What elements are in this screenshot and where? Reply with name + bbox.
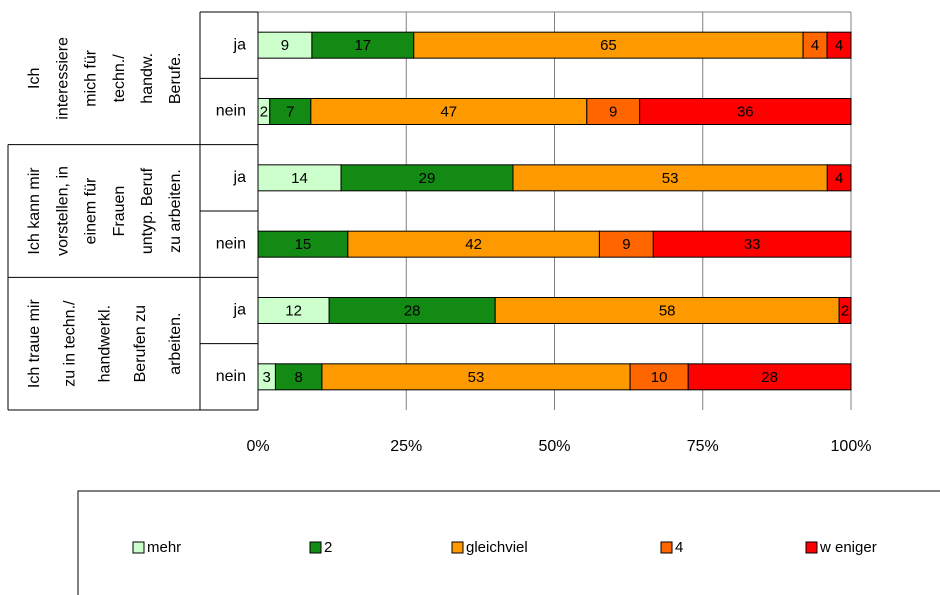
- bar-segment: [269, 98, 312, 125]
- bar-segment: [274, 363, 323, 391]
- bar-segment: [652, 230, 852, 258]
- data-label: 10: [651, 369, 668, 386]
- bar-segment: [629, 363, 689, 391]
- group-label: arbeiten.: [167, 313, 184, 375]
- data-label: 7: [286, 103, 294, 120]
- group-label: mich für: [83, 49, 100, 107]
- y-tick-label: nein: [216, 103, 246, 120]
- y-tick-label: nein: [216, 235, 246, 252]
- bar-segment: [257, 297, 330, 324]
- group-label: untyp. Beruf: [139, 167, 156, 254]
- group-label: Berufe.: [167, 53, 184, 105]
- data-label: 4: [811, 37, 819, 54]
- group-label: Ich traue mir: [26, 299, 43, 389]
- data-label: 9: [281, 37, 289, 54]
- data-label: 28: [761, 369, 778, 386]
- data-label: 29: [419, 170, 436, 187]
- bar-segment: [586, 98, 641, 125]
- bar-segment: [687, 363, 852, 391]
- legend-label: w eniger: [819, 539, 877, 556]
- data-label: 14: [291, 170, 308, 187]
- bar-segment: [321, 363, 631, 391]
- data-label: 4: [835, 37, 843, 54]
- legend-box: [77, 490, 940, 595]
- data-label: 53: [662, 170, 679, 187]
- group-label: zu in techn./: [61, 300, 78, 387]
- data-label: 28: [404, 302, 421, 319]
- data-label: 8: [295, 369, 303, 386]
- x-tick-label: 0%: [246, 438, 269, 455]
- bar-segment: [838, 297, 852, 324]
- group-label: vorstellen, in: [54, 166, 71, 256]
- data-label: 53: [468, 369, 485, 386]
- data-label: 65: [600, 37, 617, 54]
- bar-segment: [512, 164, 828, 192]
- y-tick-label: ja: [233, 302, 247, 319]
- group-label: einem für: [83, 177, 100, 244]
- data-label: 15: [295, 236, 312, 253]
- data-label: 9: [622, 236, 630, 253]
- x-tick-label: 50%: [538, 438, 570, 455]
- bar-segment: [257, 164, 342, 192]
- y-tick-label: nein: [216, 368, 246, 385]
- data-label: 4: [835, 170, 843, 187]
- data-label: 47: [440, 103, 457, 120]
- data-label: 2: [260, 103, 268, 120]
- legend-label: gleichviel: [466, 539, 528, 556]
- y-tick-label: ja: [233, 36, 247, 53]
- y-tick-label: ja: [233, 169, 247, 186]
- legend-swatch: [805, 541, 818, 554]
- bar-segment: [598, 230, 654, 258]
- bar-segment: [826, 164, 852, 192]
- group-label: handwerkl.: [97, 305, 114, 382]
- data-label: 36: [737, 103, 754, 120]
- bar-segment: [310, 98, 588, 125]
- legend-label: 4: [675, 539, 683, 556]
- data-label: 33: [744, 236, 761, 253]
- data-label: 3: [263, 369, 271, 386]
- x-tick-label: 75%: [687, 438, 719, 455]
- bar-segment: [639, 98, 852, 125]
- bar-segment: [328, 297, 496, 324]
- bar-segment: [413, 31, 804, 59]
- data-label: 2: [841, 302, 849, 319]
- data-label: 17: [354, 37, 371, 54]
- legend-label: 2: [324, 539, 332, 556]
- legend-swatch: [309, 541, 322, 554]
- data-label: 42: [465, 236, 482, 253]
- x-tick-label: 100%: [831, 438, 872, 455]
- bar-segment: [340, 164, 514, 192]
- bar-segment: [347, 230, 600, 258]
- legend-swatch: [132, 541, 145, 554]
- bar-segment: [311, 31, 415, 59]
- group-label: interessiere: [54, 37, 71, 120]
- group-label: Frauen: [111, 186, 128, 237]
- bar-segment: [826, 31, 852, 59]
- bar-segment: [257, 230, 349, 258]
- group-label: techn./: [111, 54, 128, 103]
- group-label: Berufen zu: [132, 305, 149, 382]
- data-label: 12: [285, 302, 302, 319]
- group-label: Ich kann mir: [26, 167, 43, 255]
- legend-label: mehr: [147, 539, 181, 556]
- legend-swatch: [660, 541, 673, 554]
- legend-swatch: [451, 541, 464, 554]
- group-label: zu arbeiten.: [167, 169, 184, 253]
- group-label: handw.: [139, 53, 156, 104]
- data-label: 9: [609, 103, 617, 120]
- group-label: Ich: [26, 68, 43, 89]
- data-label: 58: [659, 302, 676, 319]
- x-tick-label: 25%: [390, 438, 422, 455]
